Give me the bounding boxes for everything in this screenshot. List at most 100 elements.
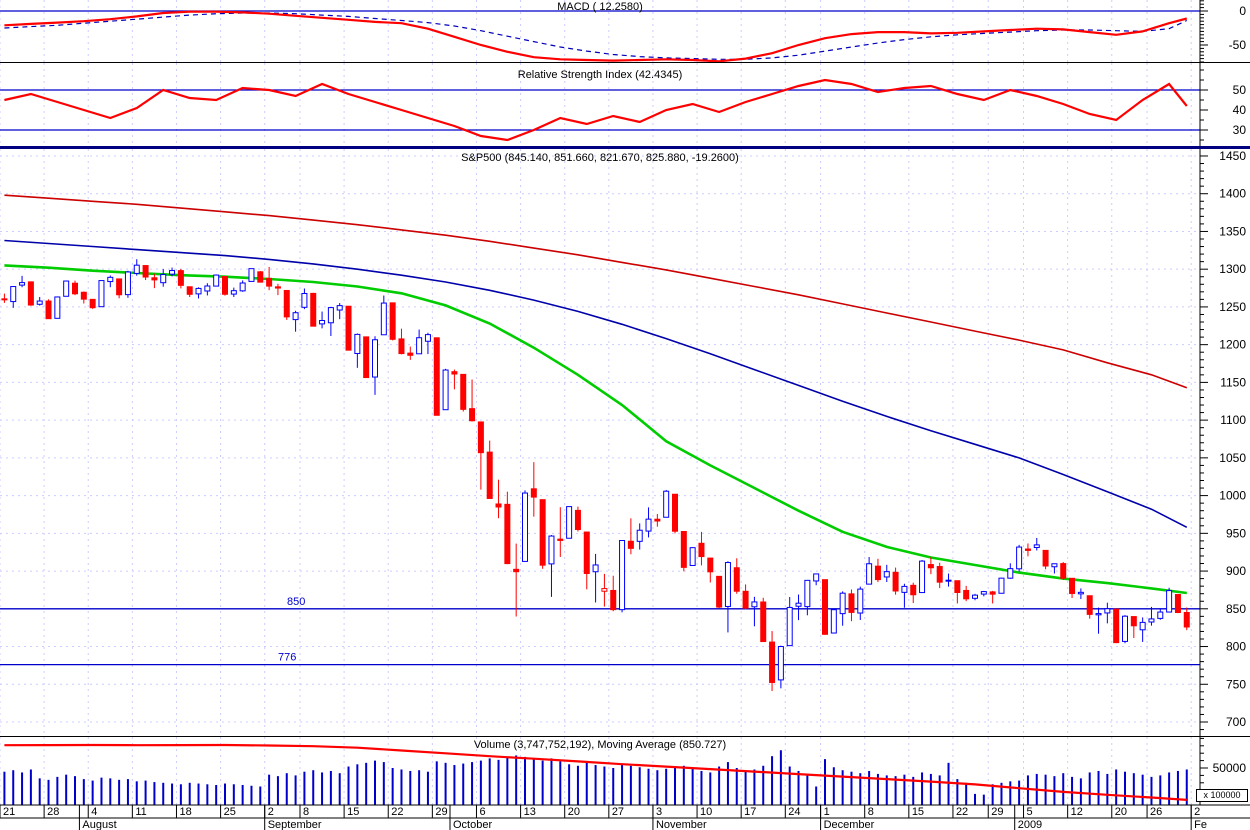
volume-bar: [479, 760, 482, 805]
candle: [848, 593, 855, 613]
week-label: 25: [224, 806, 236, 818]
volume-bar: [171, 783, 174, 805]
candle: [1024, 548, 1031, 551]
month-label: August: [82, 819, 116, 830]
svg-text:50: 50: [1233, 83, 1247, 97]
volume-bar: [929, 773, 932, 805]
volume-bar: [876, 773, 879, 805]
candles-group: [1, 259, 1190, 692]
volume-bar: [1150, 776, 1153, 805]
week-label: 1: [824, 806, 830, 818]
volume-bar: [912, 776, 915, 805]
candle: [36, 300, 43, 305]
volume-bar: [321, 772, 324, 805]
candle: [1042, 549, 1049, 567]
volume-bar: [435, 761, 438, 805]
candle: [433, 337, 440, 416]
svg-text:700: 700: [1226, 715, 1246, 729]
candle: [1051, 563, 1058, 568]
candle: [672, 493, 678, 532]
month-label: Fe: [1194, 819, 1207, 830]
svg-text:1000: 1000: [1219, 489, 1246, 503]
volume-bar: [691, 768, 694, 805]
volume-bar: [3, 771, 6, 805]
candle: [124, 271, 131, 296]
svg-text:950: 950: [1226, 526, 1246, 540]
candle: [151, 277, 158, 281]
volume-bar: [471, 762, 474, 805]
week-label: 24: [788, 806, 800, 818]
svg-text:900: 900: [1226, 564, 1246, 578]
volume-bar: [391, 768, 394, 805]
candle: [751, 601, 758, 608]
volume-bar: [762, 765, 765, 805]
volume-bar: [956, 779, 959, 805]
candle: [822, 579, 828, 635]
volume-bar: [885, 775, 888, 805]
candle: [813, 573, 820, 582]
volume-bar: [744, 770, 747, 805]
volume-bar: [1168, 772, 1171, 805]
candle: [354, 333, 361, 354]
volume-bar: [718, 766, 721, 805]
svg-text:40: 40: [1233, 103, 1247, 117]
candle: [883, 571, 890, 578]
volume-bar: [126, 779, 129, 805]
candle: [1139, 621, 1146, 631]
candle: [707, 557, 714, 573]
week-label: 3: [656, 806, 662, 818]
week-label: 26: [1150, 806, 1162, 818]
week-label: 8: [868, 806, 874, 818]
volume-bar: [91, 780, 94, 805]
volume-bar: [1185, 769, 1188, 805]
volume-bar: [241, 785, 244, 805]
candle: [160, 274, 167, 284]
week-label: 29: [991, 806, 1003, 818]
week-label: 10: [700, 806, 712, 818]
candle: [398, 338, 405, 355]
candle: [424, 334, 431, 342]
candle: [1113, 608, 1120, 644]
volume-bar: [1106, 773, 1109, 805]
candle: [857, 588, 864, 614]
week-label: 22: [391, 806, 403, 818]
candle: [98, 280, 105, 308]
candle: [724, 562, 731, 607]
volume-bar: [594, 765, 597, 805]
month-label: 2009: [1018, 819, 1042, 830]
candle: [1174, 594, 1181, 613]
candle: [1069, 577, 1076, 594]
svg-text:750: 750: [1226, 677, 1246, 691]
svg-text:850: 850: [1226, 602, 1246, 616]
candle: [866, 563, 873, 585]
svg-text:1250: 1250: [1219, 300, 1246, 314]
candle: [839, 592, 846, 615]
volume-bar: [603, 766, 606, 805]
candle: [1148, 618, 1155, 623]
volume-bar: [153, 782, 156, 805]
volume-bar: [144, 780, 147, 805]
candle: [142, 265, 149, 278]
volume-bar: [1000, 782, 1003, 805]
ma-50-line: [4, 264, 1187, 595]
volume-bar: [215, 785, 218, 805]
candle: [1130, 616, 1137, 627]
volume-bar: [1124, 771, 1126, 805]
candle: [45, 300, 52, 320]
svg-text:1350: 1350: [1219, 224, 1246, 238]
volume-bar: [753, 769, 756, 805]
candle: [72, 282, 78, 295]
candle: [627, 540, 634, 549]
candle: [107, 276, 114, 283]
candle: [319, 320, 326, 325]
volume-bar: [841, 770, 844, 805]
svg-text:1150: 1150: [1220, 375, 1246, 389]
volume-bar: [21, 772, 24, 805]
candle: [963, 589, 970, 600]
candle: [195, 287, 202, 295]
candle: [495, 503, 502, 508]
week-label: 15: [347, 806, 359, 818]
volume-bar: [1176, 770, 1179, 805]
svg-text:0: 0: [1239, 4, 1246, 18]
